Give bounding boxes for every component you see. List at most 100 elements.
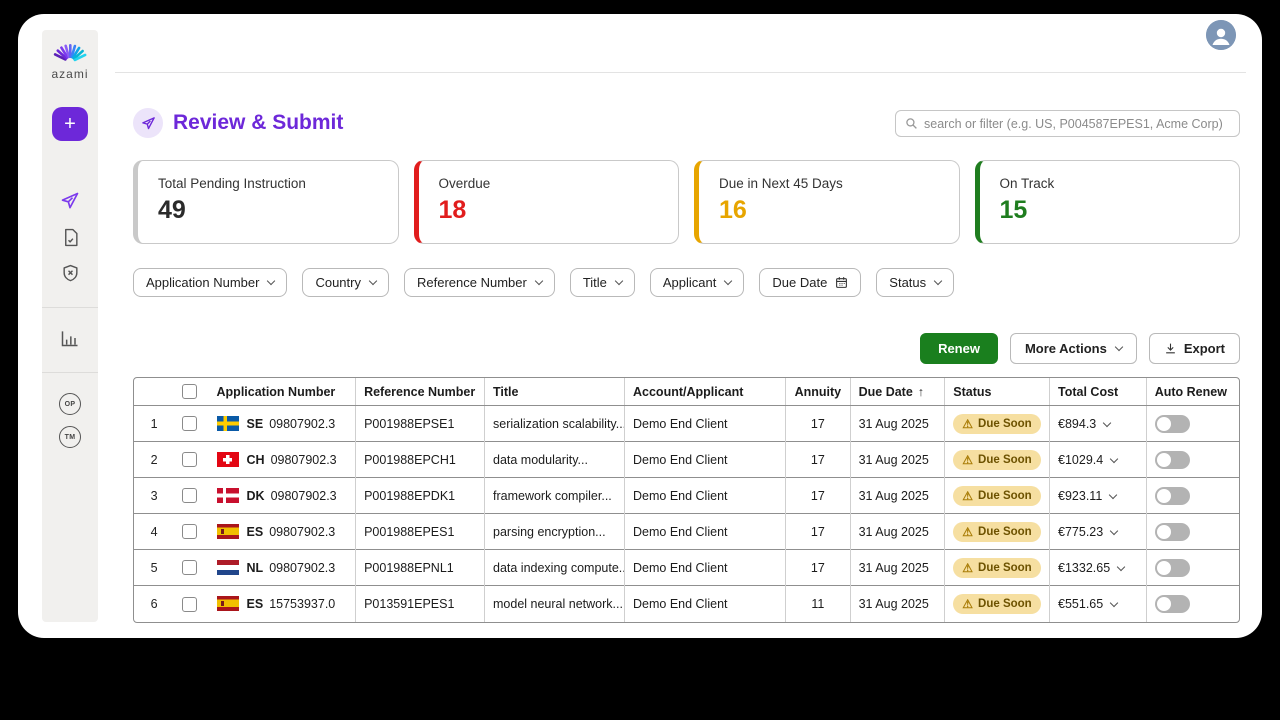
country-code: SE: [246, 417, 264, 432]
row-checkbox[interactable]: [182, 452, 198, 468]
sidebar-item-documents[interactable]: [58, 225, 82, 249]
cost-expand-icon[interactable]: [1109, 490, 1118, 499]
cost-expand-icon[interactable]: [1109, 526, 1119, 535]
sidebar-item-op[interactable]: OP: [59, 393, 81, 415]
filter-country[interactable]: Country: [302, 268, 389, 297]
sidebar-item-analytics[interactable]: [58, 326, 82, 350]
total-cost: €775.23: [1058, 524, 1104, 539]
sidebar-item-shield[interactable]: [58, 261, 82, 285]
status-label: Due Soon: [978, 453, 1032, 466]
renew-button[interactable]: Renew: [920, 333, 998, 364]
filter-applicant[interactable]: Applicant: [649, 268, 745, 297]
filter-bar: Application Number Country Reference Num…: [133, 268, 1240, 297]
column-auto-renew[interactable]: Auto Renew: [1145, 378, 1239, 407]
column-reference-number[interactable]: Reference Number: [355, 378, 485, 407]
stat-label: Total Pending Instruction: [158, 176, 306, 191]
annuity-cell: 17: [785, 513, 851, 550]
status-badge: Due Soon: [953, 485, 1041, 506]
stat-card-overdue[interactable]: Overdue 18: [413, 160, 679, 244]
search-box: [895, 110, 1240, 137]
column-due-date[interactable]: Due Date ↑: [849, 378, 945, 407]
stat-value: 49: [158, 196, 186, 224]
cost-expand-icon[interactable]: [1116, 562, 1126, 571]
warning-icon: [962, 525, 978, 539]
auto-renew-cell: [1145, 585, 1239, 622]
auto-renew-toggle[interactable]: [1154, 414, 1190, 433]
auto-renew-toggle[interactable]: [1154, 558, 1190, 577]
create-new-button[interactable]: +: [52, 107, 88, 141]
table-row: 4 ES 09807902.3 P001988EPES1 parsing encr…: [134, 513, 1239, 550]
cost-expand-icon[interactable]: [1103, 418, 1112, 427]
row-checkbox[interactable]: [182, 524, 198, 540]
application-number: 09807902.3: [270, 453, 337, 468]
row-checkbox[interactable]: [182, 488, 198, 504]
applications-table: Application Number Reference Number Titl…: [133, 377, 1240, 623]
more-actions-label: More Actions: [1024, 341, 1107, 356]
column-title[interactable]: Title: [484, 378, 625, 407]
sidebar-item-tm[interactable]: TM: [59, 426, 81, 448]
sidebar-item-review-submit[interactable]: [58, 189, 82, 213]
filter-application-number[interactable]: Application Number: [133, 268, 288, 297]
total-cost: €894.3: [1058, 416, 1097, 431]
cost-expand-icon[interactable]: [1109, 598, 1119, 608]
stat-card-due-45-days[interactable]: Due in Next 45 Days 16: [694, 160, 960, 244]
country-flag: [216, 452, 239, 468]
auto-renew-cell: [1145, 405, 1239, 442]
column-status[interactable]: Status: [944, 378, 1050, 407]
stat-card-on-track[interactable]: On Track 15: [974, 160, 1240, 244]
chevron-down-icon: [614, 276, 624, 286]
filter-status[interactable]: Status: [876, 268, 955, 297]
auto-renew-toggle[interactable]: [1154, 522, 1190, 541]
row-number: 3: [150, 488, 158, 503]
row-select-cell: [174, 478, 208, 514]
total-cost-cell: €1029.4: [1049, 441, 1147, 478]
auto-renew-toggle[interactable]: [1154, 486, 1190, 505]
filter-reference-number[interactable]: Reference Number: [403, 268, 555, 297]
filter-title[interactable]: Title: [569, 268, 635, 297]
row-select-cell: [174, 550, 208, 586]
row-checkbox[interactable]: [182, 596, 198, 612]
user-avatar[interactable]: [1206, 20, 1236, 50]
column-application-number[interactable]: Application Number: [208, 378, 356, 407]
status-label: Due Soon: [978, 525, 1032, 538]
stat-card-total-pending[interactable]: Total Pending Instruction 49: [133, 160, 399, 244]
stat-value: 18: [438, 196, 467, 224]
cost-expand-icon[interactable]: [1109, 454, 1119, 463]
application-number-cell: ES 15753937.0: [209, 586, 356, 622]
export-button[interactable]: Export: [1148, 333, 1240, 364]
auto-renew-toggle[interactable]: [1154, 594, 1190, 613]
auto-renew-toggle[interactable]: [1154, 450, 1190, 469]
send-icon: [61, 192, 79, 209]
status-cell: Due Soon: [944, 549, 1050, 586]
header-row-number: [134, 378, 175, 407]
column-applicant[interactable]: Account/Applicant: [623, 378, 786, 407]
warning-icon: [962, 561, 978, 575]
filter-due-date[interactable]: Due Date: [759, 268, 862, 297]
column-total-cost[interactable]: Total Cost: [1049, 378, 1147, 407]
status-badge: Due Soon: [953, 521, 1041, 542]
title-cell: serialization scalability...: [484, 405, 625, 442]
row-number: 5: [150, 560, 158, 575]
sidebar: azami + OP: [42, 30, 98, 622]
search-input[interactable]: [924, 116, 1230, 131]
status-cell: Due Soon: [944, 441, 1050, 478]
applicant-cell: Demo End Client: [623, 477, 786, 514]
status-cell: Due Soon: [944, 585, 1050, 622]
row-number: 1: [150, 416, 158, 431]
chevron-down-icon: [724, 276, 733, 286]
export-label: Export: [1183, 341, 1225, 356]
title-cell: model neural network...: [484, 585, 625, 622]
total-cost-cell: €894.3: [1049, 405, 1147, 442]
select-all-checkbox[interactable]: [182, 384, 198, 400]
more-actions-button[interactable]: More Actions: [1009, 333, 1137, 364]
row-checkbox[interactable]: [182, 560, 198, 576]
header-select-all: [174, 378, 209, 407]
column-annuity[interactable]: Annuity: [785, 378, 851, 407]
shield-x-icon: [62, 264, 78, 281]
reference-number: P013591EPES1: [355, 585, 485, 622]
country-code: ES: [246, 525, 264, 540]
row-checkbox[interactable]: [182, 416, 198, 432]
calendar-icon: [836, 277, 848, 288]
annuity-cell: 17: [785, 549, 851, 586]
applicant-cell: Demo End Client: [623, 585, 786, 622]
